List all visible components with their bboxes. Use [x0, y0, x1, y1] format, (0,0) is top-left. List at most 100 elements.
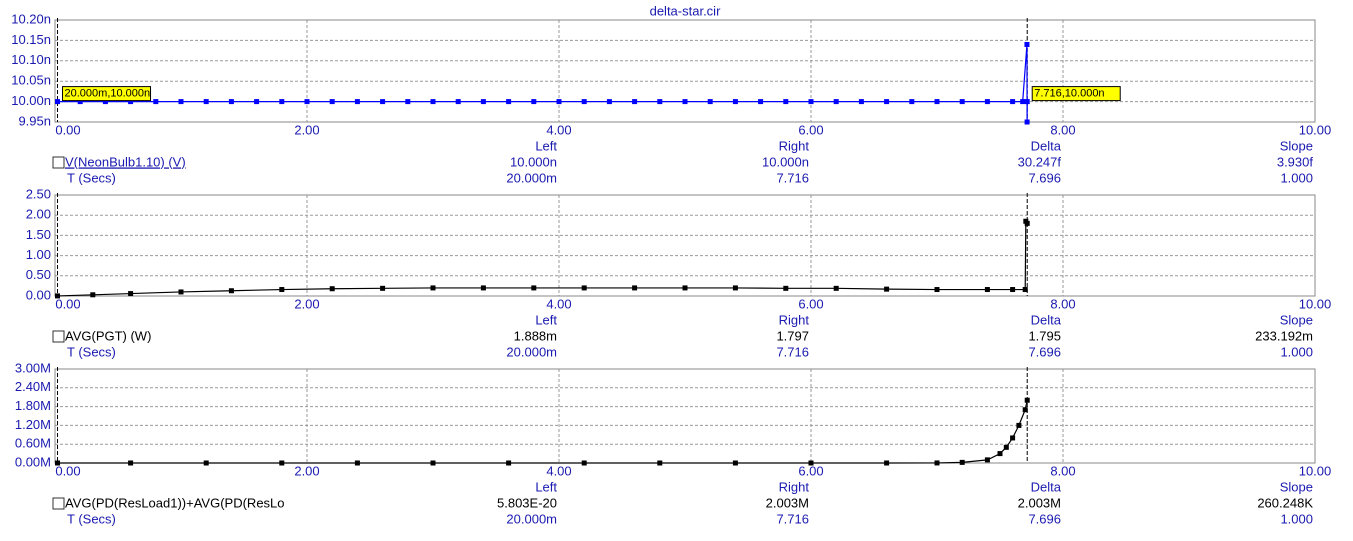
data-point [1010, 287, 1016, 293]
data-point [606, 99, 612, 105]
data-point [279, 460, 285, 466]
data-point [657, 460, 663, 466]
trace-checkbox [52, 156, 65, 169]
readout-x-value: 7.696 [1028, 511, 1061, 526]
readout-value: 2.003M [766, 495, 809, 510]
data-point [758, 99, 764, 105]
trace-name: AVG(PGT) (W) [65, 328, 151, 343]
readout-value: 3.930f [1277, 154, 1314, 169]
data-point [808, 460, 814, 466]
data-point [833, 285, 839, 291]
data-point [707, 99, 713, 105]
readout-header: Slope [1280, 479, 1313, 494]
x-tick-label: 2.00 [294, 122, 319, 137]
data-point [228, 99, 234, 105]
x-tick-label: 4.00 [546, 296, 571, 311]
cursor-label: 7.716,10.000n [1034, 88, 1104, 100]
data-point [682, 99, 688, 105]
readout-header: Right [779, 138, 810, 153]
data-point [128, 460, 134, 466]
data-point [732, 285, 738, 291]
data-point [455, 99, 461, 105]
y-tick-label: 2.50 [26, 186, 51, 201]
y-tick-label: 10.05n [11, 73, 51, 88]
plot-frame [54, 194, 1316, 297]
data-point [304, 99, 310, 105]
data-point [430, 460, 436, 466]
data-point [480, 285, 486, 291]
readout-value: 260.248K [1257, 495, 1313, 510]
readout-value: 233.192m [1255, 328, 1313, 343]
data-point [254, 99, 260, 105]
x-tick-label: 8.00 [1050, 463, 1075, 478]
y-tick-label: 1.80M [15, 398, 51, 413]
readout-x-value: 20.000m [506, 170, 557, 185]
x-tick-label: 4.00 [546, 122, 571, 137]
trace-name: AVG(PD(ResLoad1))+AVG(PD(ResLo [65, 495, 285, 510]
data-point [55, 99, 61, 105]
data-point [329, 99, 335, 105]
x-tick-label: 10.00 [1299, 463, 1332, 478]
data-point [632, 285, 638, 291]
data-point [959, 459, 965, 465]
y-tick-label: 9.95n [18, 113, 51, 128]
data-point [506, 99, 512, 105]
readout-x-value: 7.716 [776, 344, 809, 359]
data-point [833, 99, 839, 105]
readout-x-value: 7.696 [1028, 170, 1061, 185]
data-point [1003, 444, 1009, 450]
x-tick-label: 2.00 [294, 463, 319, 478]
readout-header: Right [779, 312, 810, 327]
readout-value: 2.003M [1018, 495, 1061, 510]
data-point [858, 99, 864, 105]
data-point [1022, 287, 1028, 293]
x-tick-label: 8.00 [1050, 296, 1075, 311]
data-point [984, 99, 990, 105]
plot-frame [54, 19, 1316, 123]
data-point [178, 99, 184, 105]
x-variable-name: T (Secs) [67, 511, 116, 526]
readout-x-value: 20.000m [506, 511, 557, 526]
x-tick-label: 6.00 [798, 122, 823, 137]
readout-header: Delta [1031, 138, 1062, 153]
cursor-label-box [1031, 86, 1121, 102]
readout-header: Right [779, 479, 810, 494]
data-point [329, 286, 335, 292]
data-point [808, 99, 814, 105]
data-point [380, 99, 386, 105]
data-point [934, 287, 940, 293]
readout-value: 30.247f [1018, 154, 1062, 169]
readout-value: 1.795 [1028, 328, 1061, 343]
data-point [380, 285, 386, 291]
readout-x-value: 7.716 [776, 170, 809, 185]
trace-checkbox [52, 330, 65, 343]
data-point [884, 460, 890, 466]
data-point [279, 287, 285, 293]
data-point [556, 99, 562, 105]
data-point [354, 460, 360, 466]
data-point [934, 460, 940, 466]
data-point [55, 293, 61, 299]
y-tick-label: 10.15n [11, 32, 51, 47]
data-point [55, 460, 61, 466]
y-tick-label: 3.00M [15, 360, 51, 375]
data-point [984, 457, 990, 463]
data-point [405, 99, 411, 105]
readout-value: 1.888m [514, 328, 557, 343]
data-point [1020, 99, 1026, 105]
data-point [1024, 41, 1030, 47]
data-point [581, 285, 587, 291]
data-point [128, 291, 134, 297]
readout-x-value: 1.000 [1280, 511, 1313, 526]
y-tick-label: 0.60M [15, 436, 51, 451]
readout-x-value: 20.000m [506, 344, 557, 359]
trace-name: V(NeonBulb1.10) (V) [65, 154, 186, 169]
readout-header: Slope [1280, 312, 1313, 327]
y-tick-label: 1.50 [26, 227, 51, 242]
y-tick-label: 1.00 [26, 247, 51, 262]
data-point [531, 285, 537, 291]
data-point [1010, 435, 1016, 441]
data-point [783, 99, 789, 105]
